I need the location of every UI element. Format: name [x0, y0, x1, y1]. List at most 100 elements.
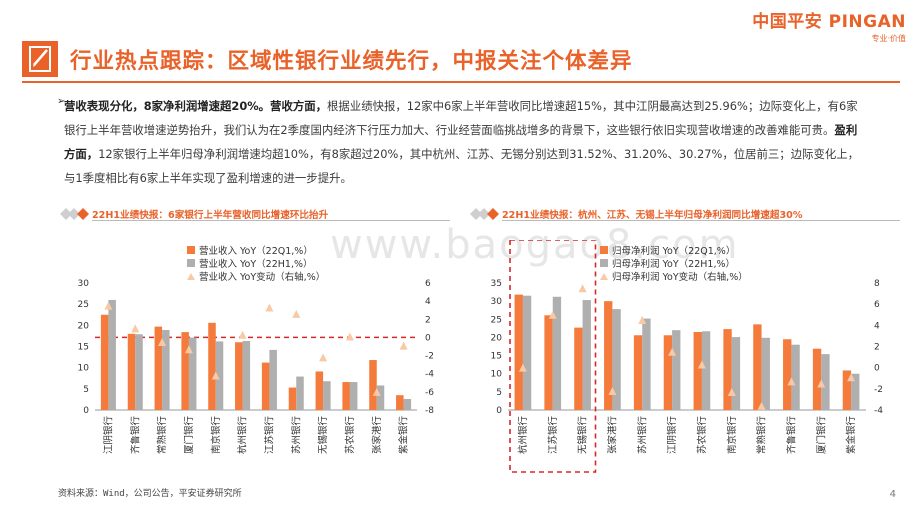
bar-series-1 — [208, 322, 216, 410]
change-marker — [518, 363, 527, 372]
x-category-label: 常熟银行 — [756, 416, 768, 455]
x-category-label: 杭州银行 — [237, 416, 249, 455]
y2-tick-label: -4 — [874, 406, 883, 416]
bar-series-2 — [323, 381, 331, 410]
change-marker — [697, 360, 706, 369]
logo-subtitle: 专业·价值 — [871, 34, 906, 43]
right-chart: 归母净利润 YoY（22Q1,%）归母净利润 YoY（22H1,%）归母净利润 … — [491, 240, 883, 473]
right-panel-header: 22H1业绩快报：杭州、江苏、无锡上半年归母净利润同比增速超30% — [470, 206, 900, 223]
bar-series-2 — [108, 299, 116, 410]
legend-label: 营业收入 YoY（22H1,%） — [199, 258, 313, 270]
y-tick-label: 20 — [491, 333, 503, 343]
x-category-label: 江苏银行 — [547, 416, 559, 455]
change-marker — [345, 332, 354, 341]
change-marker — [757, 401, 766, 410]
bar-series-2 — [215, 341, 224, 410]
y2-tick-label: 2 — [425, 315, 431, 325]
bullet-arrow-icon: ➢ — [57, 96, 66, 107]
x-category-label: 苏州银行 — [290, 416, 302, 455]
bar-series-1 — [633, 335, 643, 410]
diamond-icon — [470, 208, 499, 220]
bar-series-1 — [663, 335, 673, 410]
diamond-icon — [60, 208, 89, 220]
bar-series-2 — [296, 376, 304, 410]
y-tick-label: 5 — [496, 388, 502, 398]
y2-tick-label: 0 — [874, 364, 880, 374]
x-category-label: 张家港行 — [606, 416, 618, 455]
x-category-label: 苏农银行 — [344, 416, 356, 455]
x-category-label: 杭州银行 — [517, 416, 529, 455]
bar-series-2 — [403, 398, 412, 410]
legend-label: 归母净利润 YoY（22Q1,%） — [612, 245, 735, 257]
bar-series-2 — [672, 330, 681, 410]
pencil-icon — [22, 41, 58, 77]
y-tick-label: 30 — [78, 279, 90, 289]
change-marker — [238, 330, 247, 339]
bar-series-2 — [376, 385, 385, 410]
x-category-label: 江阴银行 — [102, 416, 114, 455]
y2-tick-label: 4 — [874, 321, 880, 331]
source-note: 资料来源：Wind，公司公告，平安证券研究所 — [58, 489, 242, 499]
bar-series-1 — [842, 370, 852, 410]
bar-series-2 — [701, 331, 711, 410]
bar-series-1 — [723, 329, 732, 410]
y2-tick-label: -2 — [874, 385, 883, 395]
y-tick-label: 25 — [491, 315, 502, 325]
bar-series-2 — [188, 337, 197, 410]
summary-bold-1: 营收表现分化，8家净利润增速超20%。营收方面， — [64, 99, 328, 113]
bar-series-1 — [100, 314, 109, 410]
left-chart-title: 22H1业绩快报：6家银行上半年营收同比增速环比抬升 — [92, 210, 329, 221]
legend-label: 归母净利润 YoY变动（右轴,%） — [612, 271, 748, 283]
bar-series-1 — [154, 326, 163, 410]
legend-label: 营业收入 YoY变动（右轴,%） — [199, 271, 325, 283]
y2-tick-label: 0 — [425, 333, 431, 343]
y2-tick-label: -6 — [425, 388, 434, 398]
x-category-label: 无锡银行 — [577, 416, 589, 455]
page-title: 行业热点跟踪：区域性银行业绩先行，中报关注个体差异 — [70, 49, 633, 74]
bar-series-1 — [288, 387, 297, 410]
bar-series-2 — [582, 300, 591, 410]
brand-logo: 中国平安 PINGAN 专业·价值 — [752, 7, 906, 44]
change-marker — [847, 373, 856, 382]
x-category-label: 紫金银行 — [398, 416, 410, 455]
title-divider — [22, 81, 900, 83]
change-marker — [319, 353, 328, 362]
legend-label: 营业收入 YoY（22Q1,%） — [199, 245, 313, 257]
x-category-label: 张家港行 — [371, 416, 383, 455]
x-category-label: 南京银行 — [210, 416, 222, 455]
bar-series-1 — [574, 327, 583, 410]
y2-tick-label: 6 — [874, 300, 880, 310]
change-marker — [211, 371, 220, 380]
y-tick-label: 15 — [78, 343, 89, 353]
bar-series-2 — [135, 334, 143, 410]
change-marker — [131, 324, 140, 333]
bar-series-1 — [235, 342, 243, 410]
change-marker — [292, 309, 301, 318]
y-tick-label: 5 — [83, 385, 89, 395]
x-category-label: 厦门银行 — [815, 416, 827, 455]
left-header-rule — [92, 220, 450, 221]
change-marker — [578, 284, 587, 293]
bar-series-2 — [821, 354, 830, 410]
bar-series-2 — [642, 318, 651, 410]
x-category-label: 齐鲁银行 — [785, 416, 797, 455]
x-category-label: 齐鲁银行 — [129, 416, 141, 455]
x-category-label: 南京银行 — [726, 416, 738, 455]
change-marker — [817, 379, 826, 388]
y2-tick-label: -2 — [425, 352, 434, 362]
bar-series-1 — [127, 333, 136, 410]
y-tick-label: 25 — [78, 300, 89, 310]
bar-series-1 — [181, 332, 189, 410]
change-marker — [608, 386, 617, 395]
bar-series-1 — [315, 371, 324, 410]
bar-series-2 — [242, 340, 251, 410]
change-marker — [727, 388, 736, 397]
bar-series-2 — [851, 373, 860, 410]
legend-marker — [600, 273, 608, 280]
y-tick-label: 10 — [78, 364, 90, 374]
x-category-label: 无锡银行 — [317, 416, 329, 455]
bar-series-1 — [544, 315, 553, 410]
x-category-label: 江阴银行 — [666, 416, 678, 455]
x-category-label: 常熟银行 — [156, 416, 168, 455]
summary-bold-2: 盈利方面， — [64, 123, 858, 161]
